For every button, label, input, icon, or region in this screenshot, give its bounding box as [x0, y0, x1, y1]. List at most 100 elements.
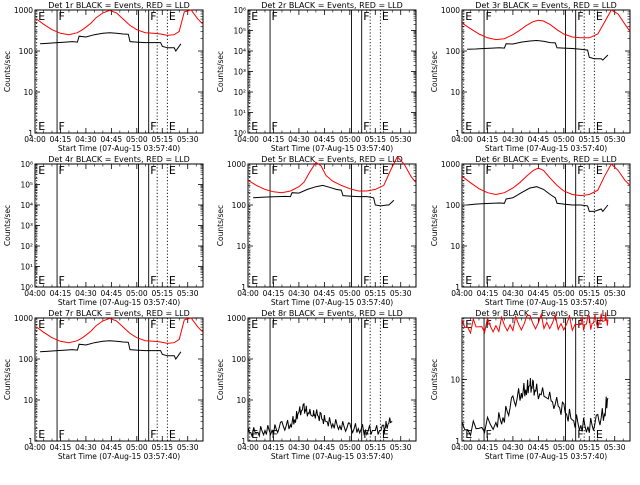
event-marker-label-top: E [38, 10, 45, 23]
x-tick-label: 04:00 [237, 289, 259, 298]
panel-title: Det 1r BLACK = Events, RED = LLD [48, 1, 190, 10]
y-axis-label: Counts/sec [3, 51, 12, 92]
event-marker-label-top: E [465, 318, 472, 331]
event-marker-label-bottom: E [382, 274, 389, 287]
y-axis-label: Counts/sec [216, 359, 225, 400]
y-tick-label: 10⁴ [233, 47, 246, 56]
x-tick-label: 04:00 [237, 443, 259, 452]
x-tick-label: 04:30 [75, 289, 97, 298]
y-tick-label: 1000 [227, 314, 246, 323]
x-tick-label: 04:45 [528, 443, 550, 452]
plot-frame [247, 163, 417, 288]
y-tick-label: 1 [455, 437, 460, 446]
event-marker-label-bottom: E [596, 428, 603, 441]
x-tick-label: 05:00 [126, 135, 148, 144]
x-axis-label: Start Time (07-Aug-15 03:57:40) [58, 452, 180, 461]
x-tick-label: 04:45 [314, 289, 336, 298]
x-tick-label: 05:30 [390, 135, 412, 144]
series-line-lld [36, 317, 204, 344]
x-tick-label: 04:15 [263, 443, 285, 452]
event-marker-label-bottom: E [38, 120, 45, 133]
event-marker-label-bottom: E [169, 428, 176, 441]
y-tick-label: 10 [23, 88, 33, 97]
x-tick-label: 04:15 [477, 443, 499, 452]
x-tick-label: 04:00 [451, 135, 473, 144]
y-tick-label: 1 [455, 129, 460, 138]
y-tick-label: 1 [455, 283, 460, 292]
event-marker-label-top: E [596, 318, 603, 331]
event-marker-label-bottom: F [363, 274, 369, 287]
x-tick-label: 05:15 [578, 135, 600, 144]
panel-title: Det 6r BLACK = Events, RED = LLD [475, 155, 617, 164]
x-tick-label: 05:30 [177, 443, 199, 452]
event-marker-label-top: E [38, 164, 45, 177]
event-marker-label-bottom: F [363, 120, 369, 133]
x-tick-label: 05:30 [604, 135, 626, 144]
event-marker-label-top: F [363, 164, 369, 177]
x-tick-label: 04:15 [50, 289, 72, 298]
series-line-events [40, 32, 182, 52]
x-tick-label: 04:45 [101, 443, 123, 452]
event-marker-label-top: F [272, 10, 278, 23]
y-axis-label: Counts/sec [3, 359, 12, 400]
x-axis-label: Start Time (07-Aug-15 03:57:40) [58, 298, 180, 307]
series-line-events [253, 184, 395, 207]
panel-title: Det 7r BLACK = Events, RED = LLD [48, 309, 190, 318]
y-axis-label: Counts/sec [3, 205, 12, 246]
event-marker-label-bottom: E [596, 120, 603, 133]
y-axis-label: Counts/sec [430, 51, 439, 92]
y-axis-label: Counts/sec [216, 51, 225, 92]
x-tick-label: 04:15 [263, 135, 285, 144]
y-tick-label: 1 [28, 437, 33, 446]
event-marker-label-bottom: F [150, 120, 156, 133]
x-tick-label: 05:30 [177, 289, 199, 298]
x-tick-label: 05:30 [604, 289, 626, 298]
y-tick-label: 10⁶ [20, 160, 33, 169]
panel-title: Det 9r BLACK = Events, RED = LLD [475, 309, 617, 318]
y-tick-label: 100 [446, 47, 461, 56]
x-tick-label: 05:15 [364, 135, 386, 144]
plot-frame [34, 317, 204, 442]
event-marker-label-top: E [169, 10, 176, 23]
series-line-lld [461, 163, 631, 197]
plot-frame [461, 9, 631, 134]
detector-panel-6: Det 6r BLACK = Events, RED = LLD 1 10 100 10… [430, 155, 631, 307]
y-tick-label: 10⁰ [20, 283, 33, 292]
event-marker-label-bottom: F [486, 274, 492, 287]
y-tick-label: 100 [19, 355, 34, 364]
event-marker-label-bottom: E [38, 274, 45, 287]
x-tick-label: 05:00 [126, 289, 148, 298]
event-marker-label-top: F [363, 10, 369, 23]
event-marker-label-bottom: F [272, 274, 278, 287]
event-marker-label-top: E [465, 10, 472, 23]
x-tick-label: 04:30 [502, 289, 524, 298]
event-marker-label-top: F [59, 10, 65, 23]
event-marker-label-bottom: F [59, 274, 65, 287]
detector-panel-3: Det 3r BLACK = Events, RED = LLD 1 10 100 10… [430, 1, 631, 153]
y-tick-label: 10 [23, 396, 33, 405]
x-tick-label: 04:00 [451, 443, 473, 452]
detector-panel-5: Det 5r BLACK = Events, RED = LLD 1 10 100 10… [216, 155, 417, 307]
y-tick-label: 10⁰ [233, 129, 246, 138]
x-tick-label: 05:00 [553, 135, 575, 144]
y-tick-label: 10 [236, 242, 246, 251]
x-tick-label: 04:00 [24, 289, 46, 298]
series-line-lld [36, 9, 204, 36]
detector-panel-8: Det 8r BLACK = Events, RED = LLD 1 10 100 10… [216, 309, 417, 461]
plot-frame [34, 9, 204, 134]
y-tick-label: 10 [450, 88, 460, 97]
x-tick-label: 04:45 [314, 135, 336, 144]
event-marker-label-bottom: F [486, 428, 492, 441]
y-tick-label: 10² [20, 242, 33, 251]
x-tick-label: 05:30 [390, 443, 412, 452]
y-tick-label: 1 [28, 129, 33, 138]
event-marker-label-bottom: E [596, 274, 603, 287]
event-marker-label-bottom: F [486, 120, 492, 133]
x-tick-label: 05:00 [553, 289, 575, 298]
x-tick-label: 05:15 [578, 443, 600, 452]
event-marker-label-bottom: F [272, 120, 278, 133]
event-marker-label-bottom: E [382, 428, 389, 441]
y-tick-label: 10⁵ [233, 27, 246, 36]
plot-frame [247, 317, 417, 442]
